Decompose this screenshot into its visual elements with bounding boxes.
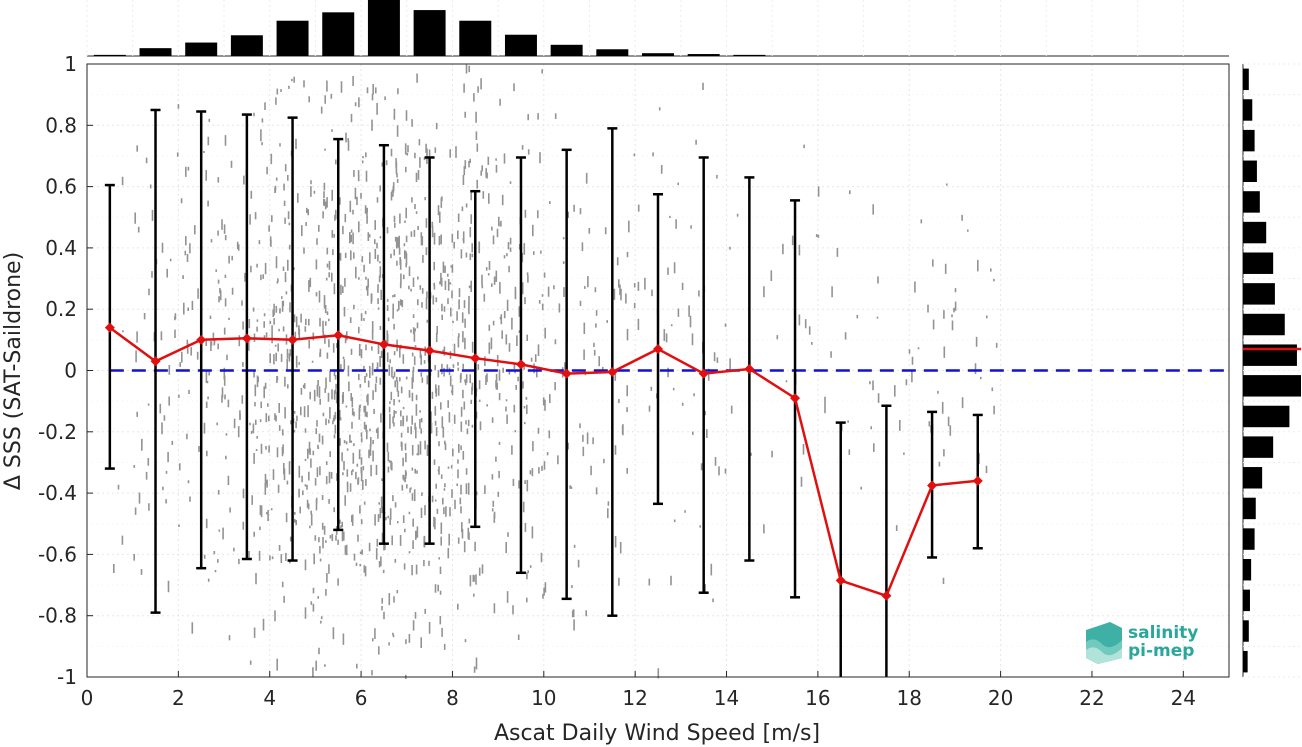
top-hist-bar	[93, 54, 126, 56]
right-hist-bar	[1243, 160, 1257, 183]
y-tick-label: -1	[57, 665, 77, 689]
mean-point-marker	[607, 367, 618, 378]
mean-point-marker	[561, 368, 572, 379]
top-hist-bar	[230, 35, 263, 56]
mean-point-marker	[972, 475, 983, 486]
right-hist-bar	[1243, 528, 1255, 550]
x-axis-label: Ascat Daily Wind Speed [m/s]	[494, 721, 820, 746]
right-hist-bar	[1243, 129, 1255, 152]
y-tick-label: 0.8	[45, 113, 77, 137]
mean-line	[104, 322, 983, 601]
right-hist-bar	[1243, 589, 1250, 612]
mean-point-marker	[470, 353, 481, 364]
mean-point-marker	[790, 393, 801, 404]
x-tick-label: 8	[446, 686, 459, 710]
tick-labels: 0 2 4 6 8 10 12 14 16 18 20 22 24-1-0.8-0.6-0.4-0.20…	[38, 52, 1196, 710]
mean-point-marker	[150, 356, 161, 367]
mean-point-marker	[744, 363, 755, 374]
right-hist-bar	[1243, 344, 1297, 366]
top-hist-bar	[367, 0, 400, 56]
top-hist-bar	[185, 42, 218, 56]
y-tick-label: -0.6	[38, 542, 77, 566]
right-histogram	[1242, 63, 1302, 678]
mean-point-marker	[378, 339, 389, 350]
top-hist-bar	[459, 20, 492, 56]
right-hist-bar	[1243, 405, 1290, 428]
y-tick-label: 0	[64, 359, 77, 383]
y-tick-label: 0.6	[45, 175, 77, 199]
right-hist-bar	[1243, 375, 1301, 397]
right-hist-bar	[1243, 313, 1285, 336]
top-hist-bar	[504, 34, 537, 56]
axes	[86, 63, 1230, 678]
top-hist-bar	[276, 20, 309, 56]
mean-point-marker	[698, 368, 709, 379]
top-hist-bar	[322, 12, 355, 56]
x-tick-label: 10	[531, 686, 556, 710]
right-hist-bar	[1243, 436, 1274, 458]
top-hist-bar	[687, 54, 720, 56]
right-hist-bar	[1243, 467, 1263, 489]
mean-point-marker	[927, 480, 938, 491]
right-hist-bar	[1243, 558, 1252, 581]
right-hist-bar	[1243, 620, 1249, 642]
y-tick-label: 1	[64, 52, 77, 76]
mean-point-marker	[104, 322, 115, 333]
mean-point-marker	[241, 333, 252, 344]
mean-series-line	[109, 326, 978, 598]
top-histogram	[86, 0, 1229, 57]
wave-logo-icon	[1086, 622, 1122, 664]
top-hist-bar	[596, 49, 629, 56]
x-tick-label: 12	[622, 686, 647, 710]
x-tick-label: 18	[897, 686, 922, 710]
top-hist-bar	[550, 44, 583, 56]
y-axis-label: Δ SSS (SAT-Saildrone)	[1, 252, 26, 490]
x-tick-label: 20	[988, 686, 1013, 710]
x-tick-label: 2	[172, 686, 185, 710]
y-tick-label: -0.8	[38, 604, 77, 628]
mean-point-marker	[881, 590, 892, 601]
x-tick-label: 14	[714, 686, 739, 710]
top-hist-bar	[413, 10, 446, 56]
right-hist-bar	[1243, 650, 1248, 673]
logo-text: salinity pi-mep	[1128, 624, 1198, 660]
salinity-pi-mep-logo: salinity pi-mep	[1084, 618, 1214, 666]
x-tick-label: 22	[1079, 686, 1104, 710]
right-hist-bar	[1243, 99, 1253, 121]
x-tick-label: 6	[355, 686, 368, 710]
y-tick-label: -0.2	[38, 420, 77, 444]
mean-point-marker	[333, 330, 344, 341]
x-tick-label: 4	[263, 686, 276, 710]
x-tick-label: 0	[81, 686, 94, 710]
x-tick-label: 16	[805, 686, 830, 710]
mean-point-marker	[515, 359, 526, 370]
right-hist-bar	[1243, 497, 1256, 520]
logo-line1: salinity	[1128, 623, 1199, 643]
mean-point-marker	[835, 575, 846, 586]
y-tick-label: 0.4	[45, 236, 77, 260]
right-hist-bar	[1243, 252, 1274, 274]
right-hist-bar	[1243, 68, 1249, 91]
logo-line2: pi-mep	[1128, 641, 1195, 661]
y-tick-label: 0.2	[45, 297, 77, 321]
mean-point-marker	[287, 334, 298, 345]
mean-point-marker	[653, 344, 663, 355]
y-tick-label: -0.4	[38, 481, 77, 505]
top-hist-bar	[139, 48, 172, 56]
right-hist-bar	[1243, 191, 1260, 213]
mean-point-marker	[424, 345, 435, 356]
right-hist-bar	[1243, 221, 1267, 244]
mean-point-marker	[196, 334, 207, 345]
x-tick-label: 24	[1171, 686, 1196, 710]
top-hist-bar	[642, 53, 674, 56]
top-hist-bar	[733, 54, 766, 56]
right-hist-bar	[1243, 283, 1275, 305]
